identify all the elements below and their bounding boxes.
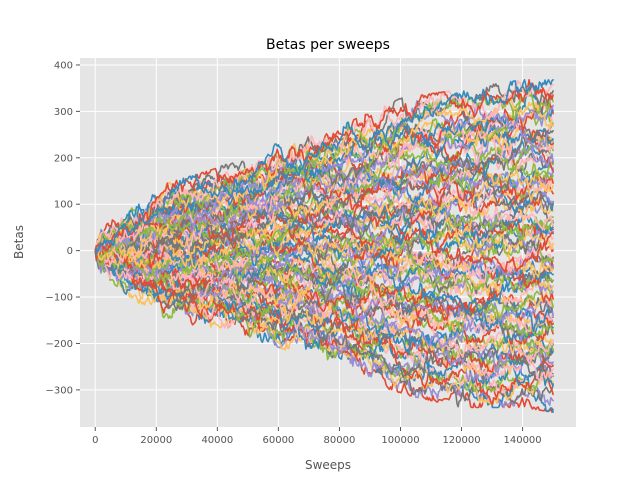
y-tick-label: 300 xyxy=(54,107,73,118)
series-line xyxy=(94,173,554,260)
x-tick-label: 0 xyxy=(92,435,98,446)
series-line xyxy=(94,136,554,253)
x-tick-label: 60000 xyxy=(262,435,294,446)
series-line xyxy=(94,79,554,253)
chart-title: Betas per sweeps xyxy=(266,37,390,53)
y-tick-label: 400 xyxy=(54,60,73,71)
series-line xyxy=(94,88,554,252)
series-line xyxy=(94,97,554,252)
y-tick-label: 0 xyxy=(67,246,73,257)
series-line xyxy=(94,83,554,257)
series-line xyxy=(94,129,554,252)
x-tick-label: 40000 xyxy=(201,435,233,446)
y-tick-label: 200 xyxy=(54,153,73,164)
series-group xyxy=(94,79,554,413)
x-tick-label: 120000 xyxy=(442,435,480,446)
series-line xyxy=(94,232,554,377)
y-tick-label: 100 xyxy=(54,200,73,211)
y-tick-label: −200 xyxy=(46,339,73,350)
x-tick-label: 20000 xyxy=(140,435,172,446)
series-line xyxy=(94,245,554,326)
x-tick-label: 140000 xyxy=(503,435,541,446)
series-line xyxy=(94,178,554,267)
x-axis-ticks: 0 20000 40000 60000 80000 100000 120000 140000 xyxy=(92,427,542,446)
series-line xyxy=(94,86,554,252)
x-tick-label: 80000 xyxy=(324,435,356,446)
y-axis-ticks: −300 −200 −100 0 100 200 300 400 xyxy=(46,60,80,396)
series-line xyxy=(94,211,554,270)
x-axis-label: Sweeps xyxy=(305,458,351,472)
x-tick-label: 100000 xyxy=(381,435,419,446)
series-line xyxy=(94,221,554,278)
y-tick-label: −300 xyxy=(46,385,73,396)
y-tick-label: −100 xyxy=(46,293,73,304)
y-axis-label: Betas xyxy=(12,225,26,259)
series-line xyxy=(94,212,554,262)
series-line xyxy=(94,178,554,252)
